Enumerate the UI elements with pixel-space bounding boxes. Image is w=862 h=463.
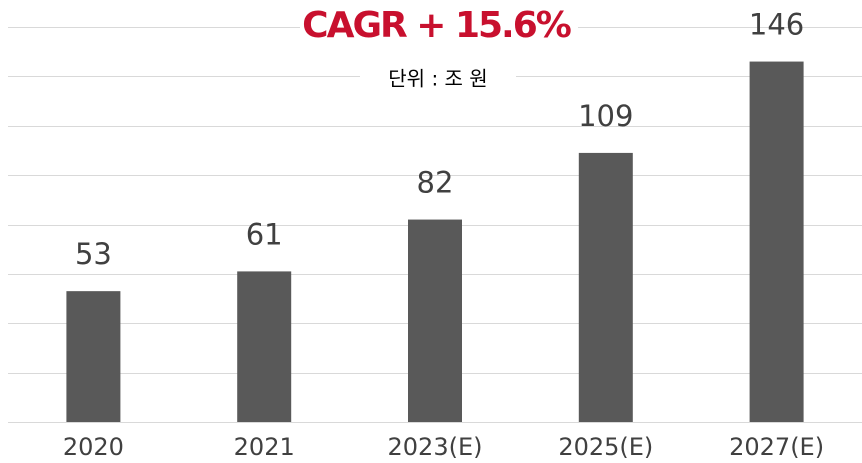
bar xyxy=(408,219,462,422)
data-label: 146 xyxy=(749,8,804,42)
title-background xyxy=(300,4,578,48)
data-label: 109 xyxy=(578,99,633,133)
bar xyxy=(749,61,804,422)
x-tick-label: 2021 xyxy=(234,433,295,461)
x-tick-label: 2023(E) xyxy=(388,433,483,461)
bar xyxy=(66,291,121,422)
data-label: 61 xyxy=(246,217,283,251)
subtitle-background xyxy=(360,64,516,96)
chart-title: CAGR + 15.6% xyxy=(302,5,571,46)
chart-subtitle: 단위 : 조 원 xyxy=(388,67,487,91)
bar xyxy=(578,152,633,422)
x-tick-label: 2027(E) xyxy=(729,433,824,461)
x-tick-label: 2020 xyxy=(63,433,124,461)
bar xyxy=(237,271,292,422)
bars xyxy=(66,61,804,422)
data-label: 82 xyxy=(417,166,454,200)
x-tick-label: 2025(E) xyxy=(558,433,653,461)
data-label: 53 xyxy=(75,237,112,271)
